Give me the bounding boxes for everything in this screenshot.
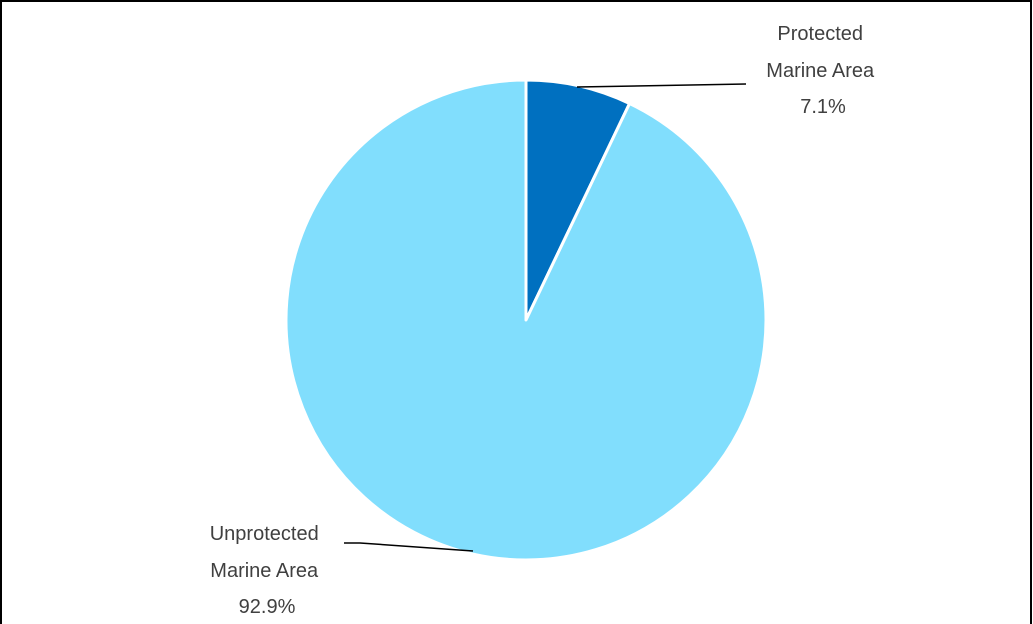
data-label-protected-value: 7.1% <box>800 96 846 118</box>
data-label-unprotected-line-2: Marine Area <box>210 560 319 582</box>
data-label-unprotected-line-1: Unprotected <box>210 523 319 545</box>
pie-slice-unprotected <box>284 78 768 562</box>
data-label-protected-line-2: Marine Area <box>766 60 875 82</box>
data-label-protected-line-1: Protected <box>777 23 863 45</box>
leader-line-protected <box>576 83 747 88</box>
pie-slices <box>284 78 768 562</box>
data-label-unprotected: Unprotected Marine Area 92.9% <box>210 523 325 618</box>
data-label-protected: Protected Marine Area 7.1% <box>766 23 879 118</box>
leader-line-unprotected <box>344 542 474 552</box>
data-label-unprotected-value: 92.9% <box>239 596 296 618</box>
pie-slice-protected <box>524 78 632 322</box>
